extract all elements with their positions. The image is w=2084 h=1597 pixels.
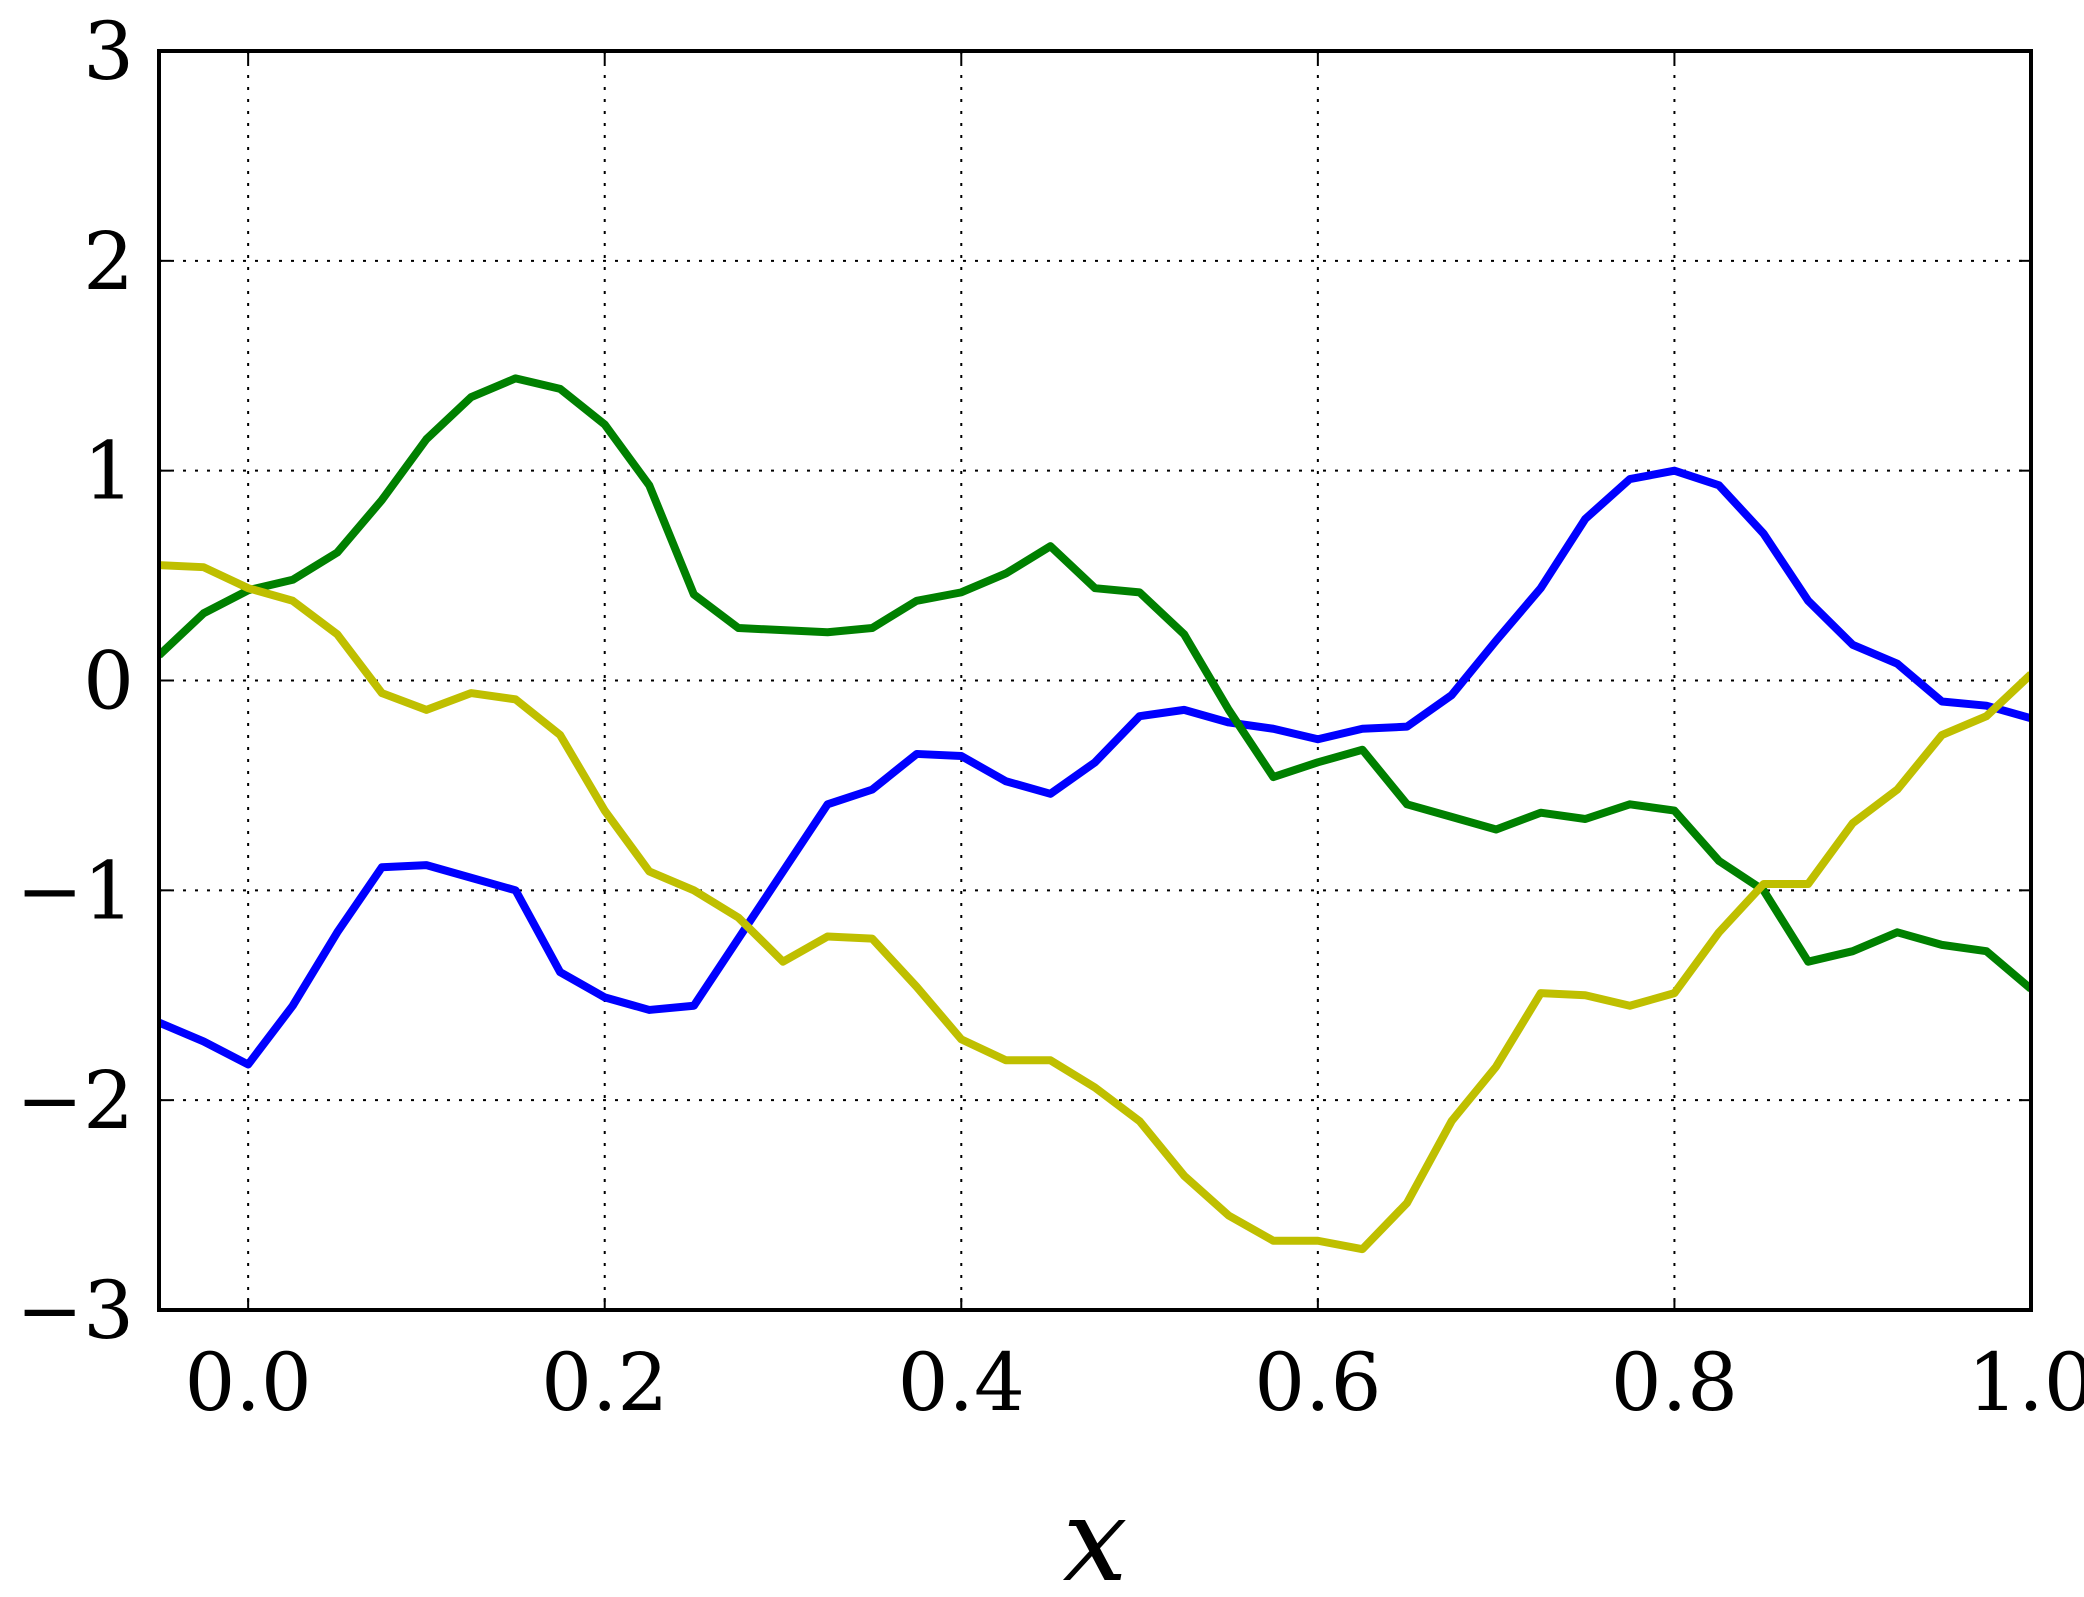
x-tick-label: 0.4 [898,1336,1025,1429]
y-tick-label: −3 [16,1264,134,1357]
y-tick-label: 3 [83,5,134,98]
x-axis-label: x [1063,1474,1128,1597]
x-tick-label: 1.0 [1967,1336,2084,1429]
y-tick-label: 2 [83,215,134,308]
plot-frame [157,49,2033,1312]
line-series [159,374,2031,993]
line-series [159,561,2031,1254]
x-tick-label: 0.2 [541,1336,668,1429]
y-tick-label: −1 [16,844,134,937]
line-series [159,466,2031,1069]
x-tick-label: 0.6 [1254,1336,1381,1429]
y-tick-label: 1 [83,425,134,518]
x-tick-label: 0.8 [1611,1336,1738,1429]
y-tick-label: 0 [83,635,134,728]
x-tick-label: 0.0 [185,1336,312,1429]
y-tick-label: −2 [16,1054,134,1147]
